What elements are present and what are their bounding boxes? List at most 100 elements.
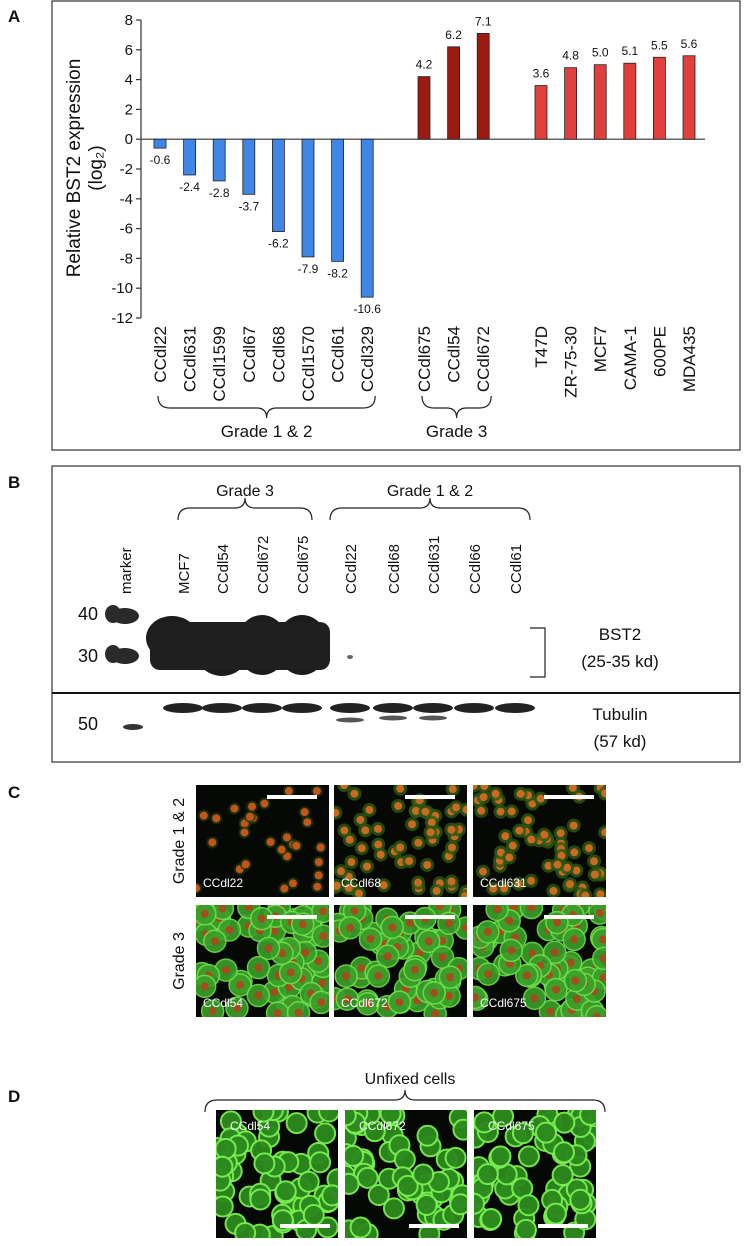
micrograph xyxy=(473,785,606,897)
nucleus xyxy=(571,976,580,985)
bar xyxy=(447,46,461,140)
tubulin-band xyxy=(379,715,407,721)
micrograph xyxy=(474,1110,596,1238)
mw-marker: 50 xyxy=(78,714,98,734)
nucleus xyxy=(346,923,355,932)
nucleus xyxy=(355,889,364,897)
nucleus xyxy=(522,971,531,980)
tubulin-band xyxy=(454,703,494,713)
nucleus xyxy=(493,905,502,914)
nucleus xyxy=(505,853,514,862)
cell xyxy=(412,1163,435,1186)
nucleus xyxy=(563,863,572,872)
nucleus xyxy=(280,884,289,893)
nucleus xyxy=(447,825,456,834)
image-label: CCdl22 xyxy=(203,876,243,890)
lane-label: CCdl672 xyxy=(255,536,272,594)
nucleus xyxy=(266,837,275,846)
nucleus xyxy=(264,944,273,953)
cell xyxy=(349,1216,372,1238)
nucleus xyxy=(431,1009,440,1017)
nucleus xyxy=(294,1008,303,1017)
nucleus xyxy=(336,867,345,876)
value-label: -2.4 xyxy=(179,180,200,194)
lane-label: marker xyxy=(118,547,135,594)
cell xyxy=(379,1110,402,1125)
unfixed-title: Unfixed cells xyxy=(365,1071,456,1088)
cell xyxy=(216,1137,237,1160)
group-bracket xyxy=(329,497,531,521)
cell xyxy=(309,1151,332,1174)
nucleus xyxy=(318,907,327,916)
nucleus xyxy=(568,785,577,792)
panel-b-frame xyxy=(51,465,741,763)
nucleus xyxy=(383,952,392,961)
nucleus xyxy=(317,979,326,988)
band-size: (57 kd) xyxy=(594,732,647,751)
nucleus xyxy=(405,919,414,928)
nucleus xyxy=(536,794,545,803)
y-tick-label: 4 xyxy=(125,72,133,89)
nucleus xyxy=(248,802,257,811)
x-tick-label: MCF7 xyxy=(591,326,610,372)
nucleus xyxy=(599,973,606,982)
nucleus xyxy=(343,995,352,1004)
cell xyxy=(476,1163,499,1186)
bar xyxy=(534,85,548,140)
nucleus xyxy=(388,923,397,932)
cell xyxy=(517,1145,540,1168)
nucleus xyxy=(552,918,561,927)
cell xyxy=(234,1221,257,1238)
nucleus xyxy=(514,879,523,888)
cell xyxy=(318,1110,338,1123)
nucleus xyxy=(435,905,444,911)
cell xyxy=(584,1005,606,1017)
value-label: -2.8 xyxy=(209,186,230,200)
nucleus xyxy=(570,848,579,857)
cell xyxy=(321,1184,338,1207)
nucleus xyxy=(236,981,245,990)
tubulin-band xyxy=(163,703,203,713)
tubulin-band xyxy=(419,715,447,721)
image-label: CCdl672 xyxy=(341,996,388,1010)
cell xyxy=(553,1111,576,1134)
value-label: 7.1 xyxy=(475,14,492,28)
cell xyxy=(249,1188,272,1211)
micrograph xyxy=(473,905,606,1017)
nucleus xyxy=(415,948,424,957)
nucleus xyxy=(347,858,356,867)
cell xyxy=(345,1110,357,1127)
nucleus xyxy=(500,884,509,893)
marker-band xyxy=(105,605,121,623)
image-label: CCdl54 xyxy=(230,1119,270,1133)
x-tick-label: MDA435 xyxy=(680,326,699,392)
nucleus xyxy=(546,1007,555,1016)
nucleus xyxy=(479,867,488,876)
value-label: -7.9 xyxy=(298,262,319,276)
y-tick-label: 2 xyxy=(125,101,133,118)
nucleus xyxy=(530,994,539,1003)
lane-label: CCdl66 xyxy=(467,544,484,594)
row-label: Grade 3 xyxy=(171,932,188,990)
nucleus xyxy=(528,949,537,958)
nucleus xyxy=(557,851,566,860)
value-label: 3.6 xyxy=(533,67,550,81)
nucleus xyxy=(507,807,516,816)
nucleus xyxy=(357,963,366,972)
nucleus xyxy=(596,890,605,897)
nucleus xyxy=(260,799,269,808)
nucleus xyxy=(516,789,525,798)
nucleus xyxy=(340,826,349,835)
y-axis-label: (log₂) xyxy=(86,145,107,190)
nucleus xyxy=(200,909,209,918)
nucleus xyxy=(523,816,532,825)
bar xyxy=(682,55,696,140)
group-label: Grade 3 xyxy=(426,422,487,441)
nucleus xyxy=(527,905,536,912)
value-label: -6.2 xyxy=(268,237,289,251)
micrograph xyxy=(334,785,467,897)
nucleus xyxy=(408,820,417,829)
nucleus xyxy=(424,937,433,946)
cell xyxy=(356,1166,379,1189)
lane-label: CCdl675 xyxy=(295,536,312,594)
